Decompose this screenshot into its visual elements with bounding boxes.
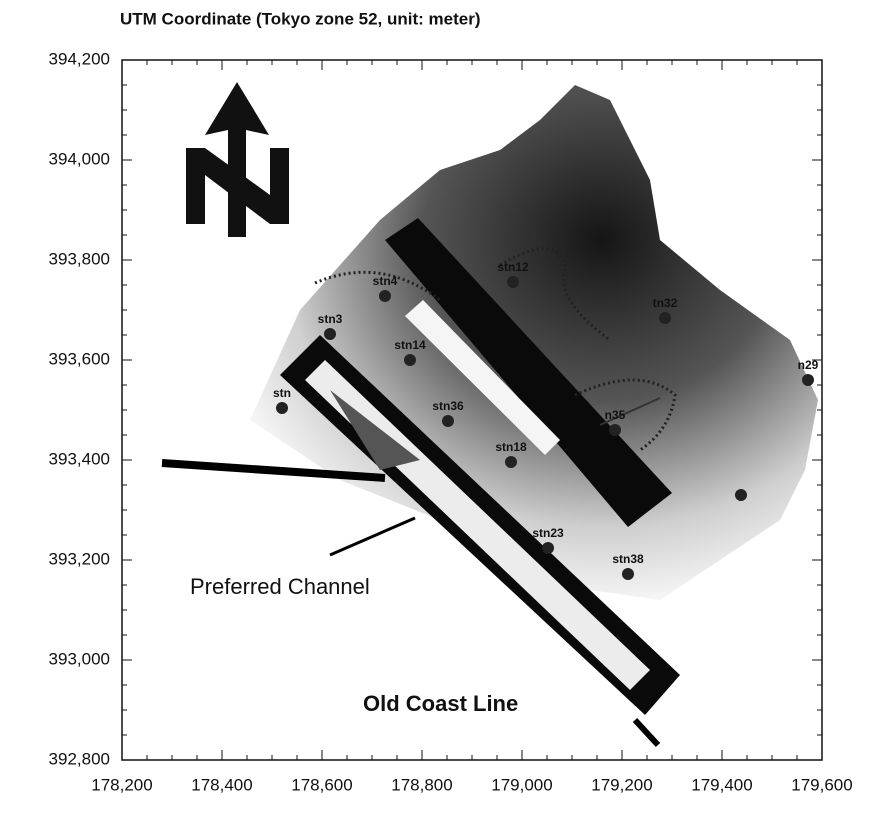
station-label: n35 — [605, 408, 626, 422]
annotation: Preferred Channel — [190, 574, 370, 599]
annotation: Old Coast Line — [363, 691, 518, 716]
station — [276, 402, 288, 414]
x-tick-label: 178,800 — [391, 775, 452, 794]
x-tick-label: 179,600 — [791, 775, 852, 794]
station-label: stn23 — [532, 526, 564, 540]
y-tick-label: 392,800 — [49, 749, 110, 768]
map: UTM Coordinate (Tokyo zone 52, unit: met… — [0, 0, 879, 814]
station — [735, 489, 747, 501]
station — [622, 568, 634, 580]
station — [442, 415, 454, 427]
x-tick-label: 179,000 — [491, 775, 552, 794]
station-label: stn — [273, 386, 291, 400]
y-tick-label: 393,800 — [49, 249, 110, 268]
terrain — [162, 85, 818, 745]
x-tick-label: 178,400 — [191, 775, 252, 794]
station — [505, 456, 517, 468]
chart-title: UTM Coordinate (Tokyo zone 52, unit: met… — [120, 9, 480, 28]
y-tick-label: 393,000 — [49, 649, 110, 668]
station-label: stn14 — [394, 338, 426, 352]
station-label: stn36 — [432, 399, 464, 413]
station-label: stn18 — [495, 440, 527, 454]
x-tick-label: 179,200 — [591, 775, 652, 794]
station-label: n29 — [798, 358, 819, 372]
y-tick-label: 393,200 — [49, 549, 110, 568]
x-tick-label: 178,200 — [91, 775, 152, 794]
station-label: stn38 — [612, 552, 644, 566]
station-label: stn12 — [497, 260, 529, 274]
x-tick-label: 179,400 — [691, 775, 752, 794]
station — [609, 424, 621, 436]
y-tick-label: 393,600 — [49, 349, 110, 368]
y-tick-label: 394,200 — [49, 49, 110, 68]
station — [324, 328, 336, 340]
y-tick-label: 394,000 — [49, 149, 110, 168]
station — [404, 354, 416, 366]
north-arrow — [186, 82, 289, 237]
station-label: stn3 — [318, 312, 343, 326]
x-tick-label: 178,600 — [291, 775, 352, 794]
y-tick-label: 393,400 — [49, 449, 110, 468]
station — [659, 312, 671, 324]
station-label: tn32 — [653, 296, 678, 310]
station — [379, 290, 391, 302]
station — [507, 276, 519, 288]
station — [802, 374, 814, 386]
station-label: stn4 — [373, 274, 398, 288]
station — [542, 542, 554, 554]
